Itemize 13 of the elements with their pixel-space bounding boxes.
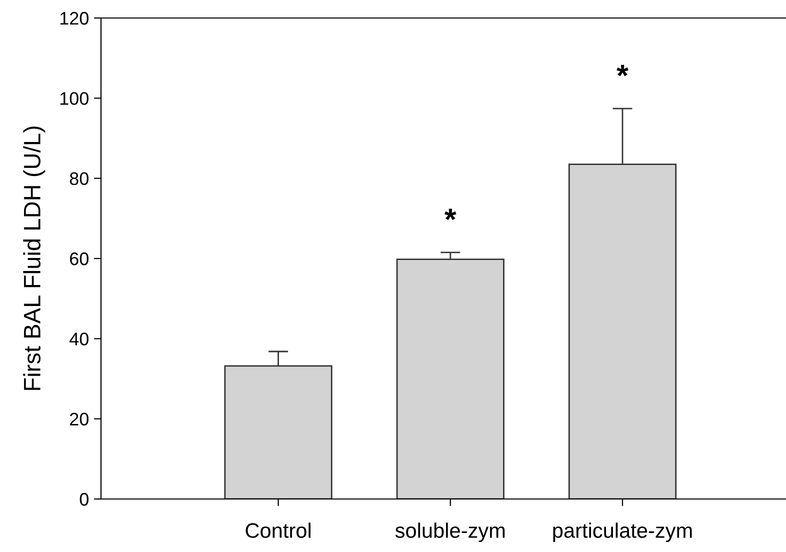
annotation: * (444, 208, 456, 220)
y-tick-label: 40 (70, 332, 88, 346)
y-axis-title: First BAL Fluid LDH (U/L) (23, 126, 46, 390)
x-tick-label: Control (246, 522, 310, 538)
y-tick-label: 100 (60, 92, 88, 105)
y-tick-label: 80 (70, 172, 88, 186)
y-tick-label: 0 (80, 492, 88, 506)
x-tick-label: particulate-zym (553, 522, 692, 542)
y-tick-label: 20 (70, 412, 88, 426)
annotation: * (616, 64, 628, 76)
y-tick-label: 60 (70, 252, 88, 266)
x-tick-label: soluble-zym (395, 522, 505, 542)
y-tick-label: 120 (60, 12, 88, 25)
